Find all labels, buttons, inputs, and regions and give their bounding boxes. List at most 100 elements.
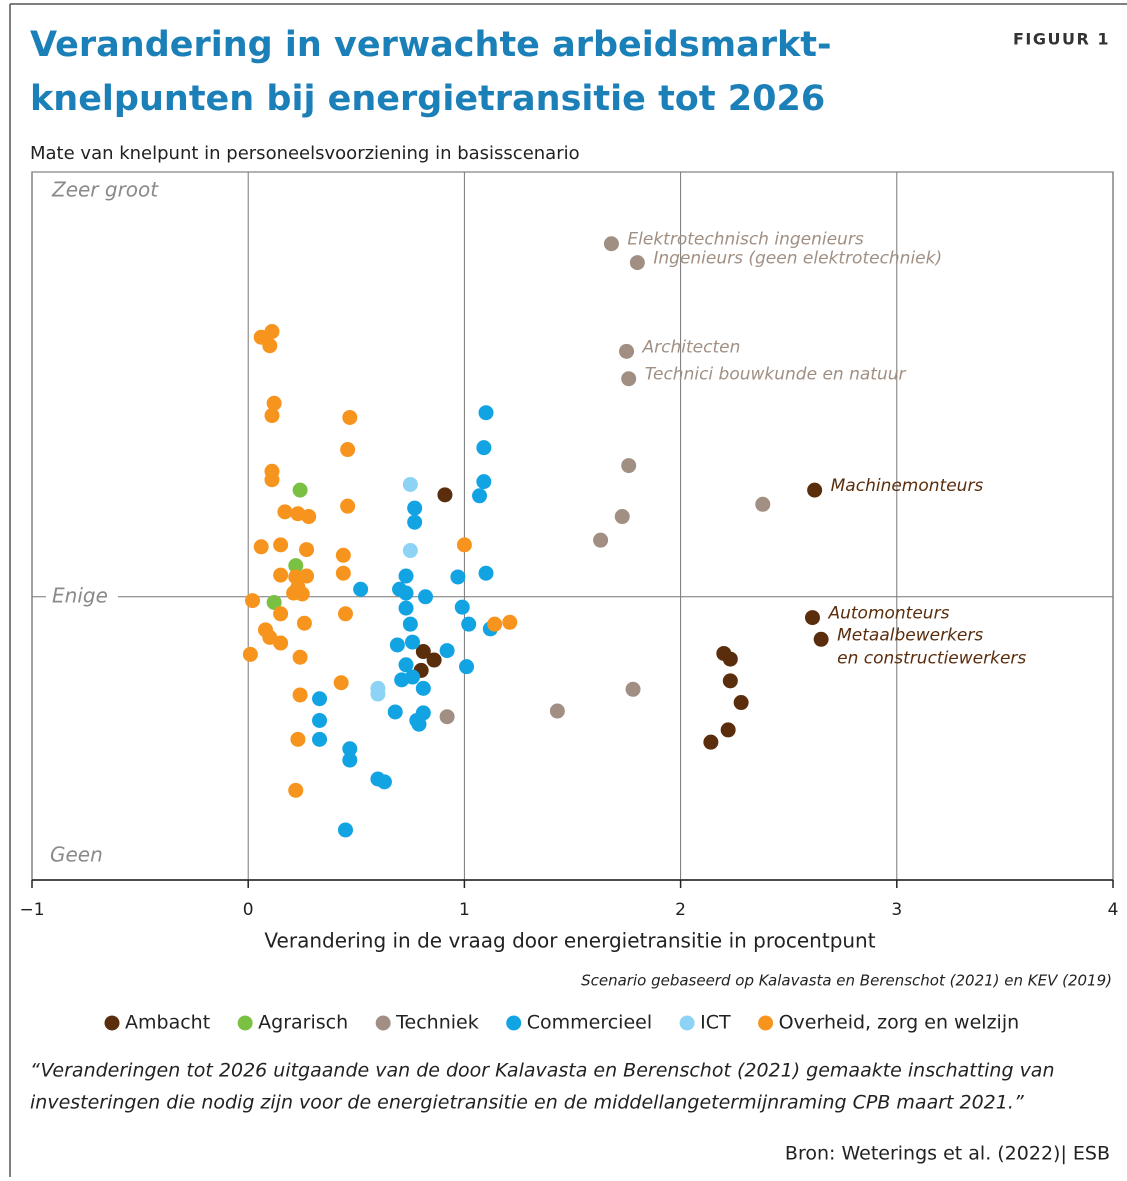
point <box>426 652 442 668</box>
point <box>478 405 494 421</box>
point <box>720 722 736 738</box>
point <box>342 409 358 425</box>
point <box>454 599 470 615</box>
legend-swatch <box>375 1015 391 1031</box>
legend-label: ICT <box>700 1012 731 1034</box>
legend-swatch <box>758 1015 774 1031</box>
x-tick-label: −1 <box>19 900 44 920</box>
point <box>398 585 414 601</box>
point <box>629 255 645 271</box>
point <box>405 634 421 650</box>
legend: Ambacht Agrarisch Techniek Commercieel ICT Ov… <box>104 1012 1020 1034</box>
point <box>312 691 328 707</box>
point-label: Elektrotechnisch ingenieurs <box>627 230 863 250</box>
point <box>290 731 306 747</box>
y-tick-label: Enige <box>52 583 108 607</box>
point <box>755 496 771 512</box>
point <box>402 543 418 559</box>
point <box>312 731 328 747</box>
point <box>266 594 282 610</box>
point <box>340 498 356 514</box>
point <box>376 774 392 790</box>
x-axis-label: Verandering in de vraag door energietran… <box>264 929 875 953</box>
legend-label: Commercieel <box>527 1012 652 1034</box>
figure-label: FIGUUR 1 <box>1013 30 1110 49</box>
point <box>277 504 293 520</box>
point <box>389 637 405 653</box>
point <box>353 581 369 597</box>
y-axis-bottom-label: Geen <box>50 843 103 867</box>
point <box>813 631 829 647</box>
point <box>294 586 310 602</box>
point <box>703 734 719 750</box>
point <box>337 822 353 838</box>
point <box>502 614 518 630</box>
point <box>459 659 475 675</box>
point <box>476 474 492 490</box>
point <box>407 500 423 516</box>
point <box>301 509 317 525</box>
point <box>335 547 351 563</box>
point <box>342 752 358 768</box>
point <box>625 681 641 697</box>
point <box>288 782 304 798</box>
point <box>439 643 455 659</box>
point <box>342 741 358 757</box>
point <box>288 558 304 574</box>
point <box>478 565 494 581</box>
point <box>333 675 349 691</box>
legend-swatch <box>679 1015 695 1031</box>
point <box>299 568 315 584</box>
point <box>614 509 630 525</box>
point <box>292 687 308 703</box>
point <box>394 672 410 688</box>
point <box>340 442 356 458</box>
point <box>549 703 565 719</box>
legend-label: Techniek <box>395 1012 479 1034</box>
point <box>266 395 282 411</box>
point <box>299 542 315 558</box>
point <box>804 610 820 626</box>
point <box>242 646 258 662</box>
chart-title: knelpunten bij energietransitie tot 2026 <box>30 79 825 119</box>
point <box>387 704 403 720</box>
point <box>437 487 453 503</box>
footnote: “Veranderingen tot 2026 uitgaande van de… <box>30 1060 1055 1082</box>
point <box>264 472 280 488</box>
point-label: Technici bouwkunde en natuur <box>645 365 907 385</box>
footnote: investeringen die nodig zijn voor de ene… <box>30 1092 1024 1114</box>
point <box>398 657 414 673</box>
legend-label: Agrarisch <box>258 1012 348 1034</box>
point <box>273 606 289 622</box>
point <box>733 695 749 711</box>
point <box>593 532 609 548</box>
point <box>273 567 289 583</box>
plot-frame <box>31 171 1114 881</box>
tick-label-bg <box>46 584 118 609</box>
legend-swatch <box>506 1015 522 1031</box>
point <box>807 482 823 498</box>
point <box>415 680 431 696</box>
source-note: Scenario gebaseerd op Kalavasta en Beren… <box>581 972 1112 990</box>
point <box>439 709 455 725</box>
point <box>402 616 418 632</box>
legend-label: Ambacht <box>125 1012 210 1034</box>
point <box>603 236 619 252</box>
point <box>273 537 289 553</box>
legend-swatch <box>104 1015 120 1031</box>
point <box>476 440 492 456</box>
point <box>292 482 308 498</box>
point <box>292 649 308 665</box>
x-tick-label: 3 <box>891 900 902 920</box>
x-tick-label: 0 <box>243 900 254 920</box>
point <box>264 408 280 424</box>
point <box>461 616 477 632</box>
point <box>337 606 353 622</box>
point <box>417 589 433 605</box>
point <box>402 476 418 492</box>
point <box>253 539 269 555</box>
point-label: en constructiewerkers <box>837 648 1026 668</box>
legend-label: Overheid, zorg en welzijn <box>779 1012 1020 1034</box>
